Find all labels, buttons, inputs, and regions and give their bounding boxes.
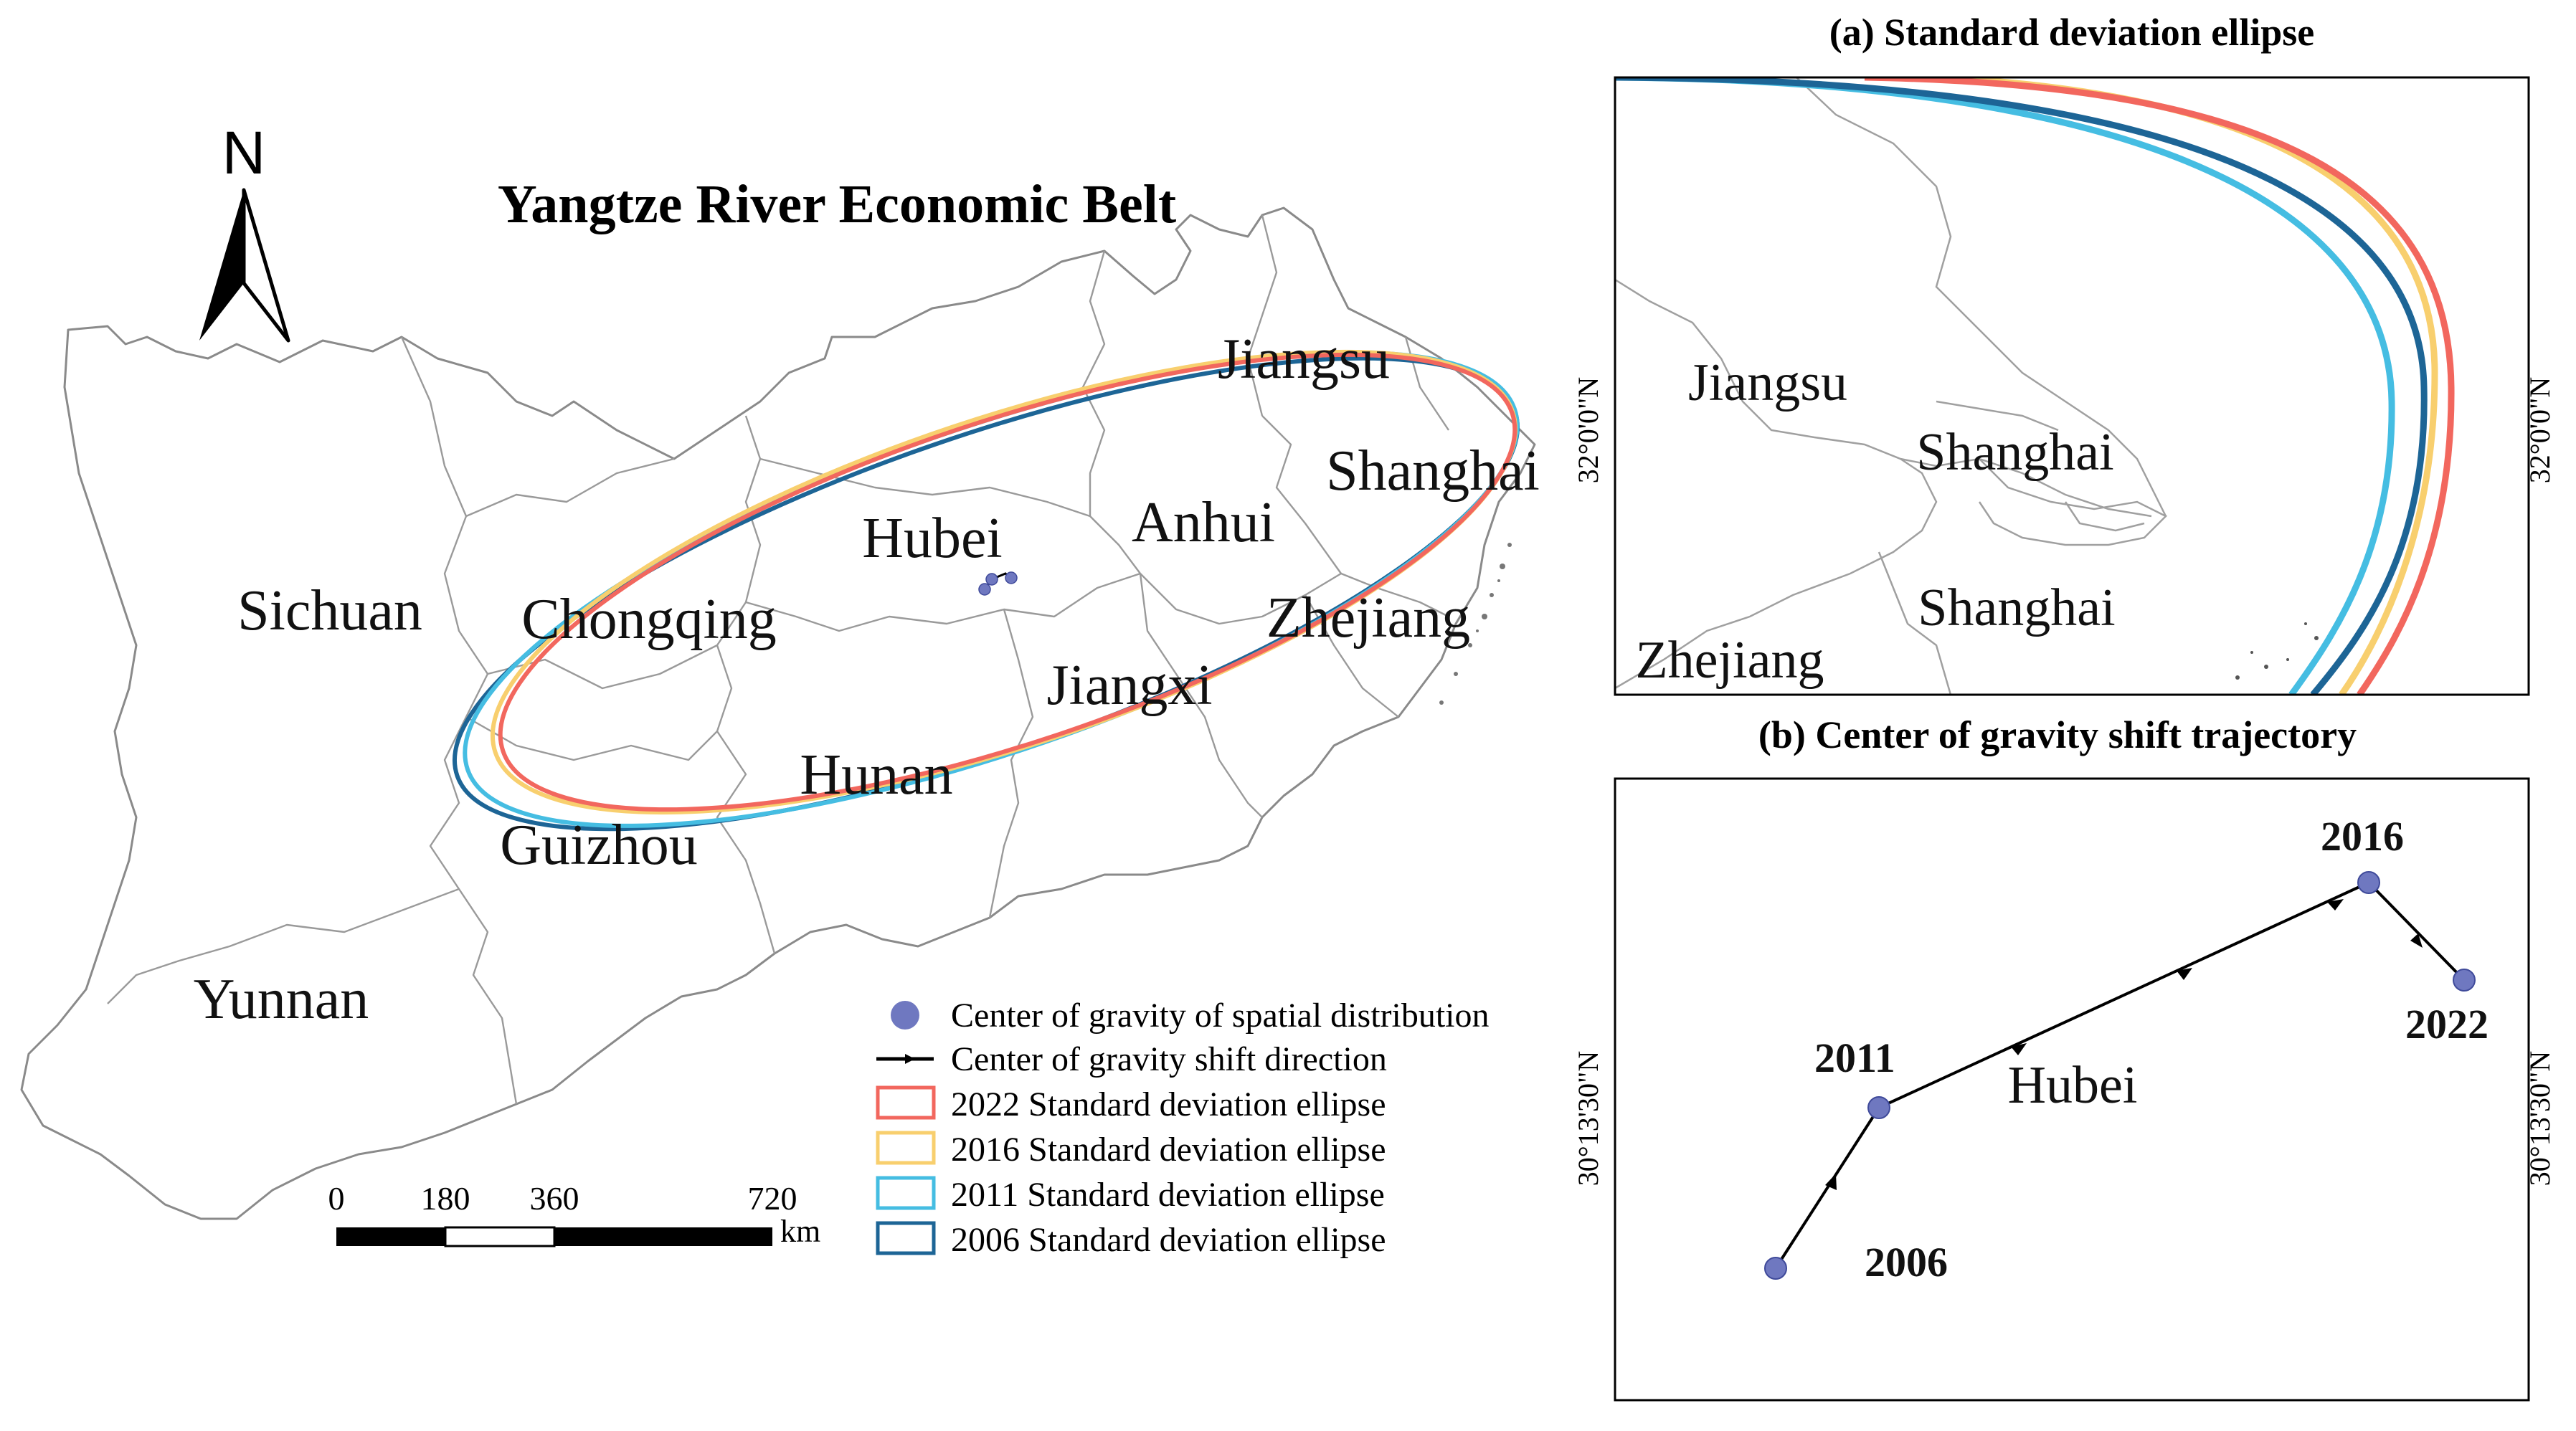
inset-a: (a) Standard deviation ellipse Jiangsu S… (1572, 11, 2556, 696)
scale-tick-360: 360 (530, 1180, 579, 1217)
ellipse-2022 (498, 352, 1517, 812)
inset-a-lat-right: 32°0'0"N (2524, 377, 2556, 483)
legend-label-2022: 2022 Standard deviation ellipse (951, 1085, 1386, 1123)
trajectory-line (1774, 880, 2466, 1270)
legend-shift-arrow-icon (905, 1054, 915, 1064)
legend-gravity-point-icon (891, 1001, 919, 1030)
main-map: Sichuan Yunnan Guizhou Chongqing Hubei H… (20, 119, 1540, 1259)
legend-label-2016: 2016 Standard deviation ellipse (951, 1131, 1386, 1169)
province-labels: Sichuan Yunnan Guizhou Chongqing Hubei H… (194, 328, 1540, 1031)
inset-a-labels: Jiangsu Shanghai Shanghai Zhejiang (1635, 353, 2115, 690)
belt-outline (20, 206, 1536, 1220)
label-anhui: Anhui (1132, 491, 1275, 554)
inset-a-title: (a) Standard deviation ellipse (1829, 11, 2315, 54)
scale-unit: km (780, 1214, 820, 1249)
gravity-point-2022 (2453, 969, 2476, 992)
label-jiangxi: Jiangxi (1046, 654, 1212, 717)
legend-label-gravity-point: Center of gravity of spatial distributio… (951, 997, 1490, 1035)
legend-label-shift-direction: Center of gravity shift direction (951, 1040, 1387, 1078)
inset-b-year-labels: 2006 2011 2016 2022 (1814, 813, 2489, 1285)
year-label-2022: 2022 (2405, 1001, 2489, 1047)
inset-a-lat-left: 32°0'0"N (1572, 377, 1604, 483)
inset-b: (b) Center of gravity shift trajectory 2… (1572, 713, 2556, 1402)
province-boundaries (107, 214, 1449, 1105)
main-gravity-cluster (978, 571, 1018, 596)
legend-label-2011: 2011 Standard deviation ellipse (951, 1176, 1385, 1214)
scale-tick-180: 180 (421, 1180, 470, 1217)
legend-2016-ellipse-icon (876, 1131, 936, 1165)
gravity-point-2011 (1867, 1096, 1890, 1119)
scale-tick-720: 720 (748, 1180, 797, 1217)
legend-label-2006: 2006 Standard deviation ellipse (951, 1221, 1386, 1259)
trajectory-direction-arrows (1825, 899, 2423, 1190)
main-ellipses (453, 349, 1520, 832)
inset-b-trajectory (1764, 871, 2476, 1280)
main-gravity-point (1005, 571, 1018, 584)
inset-arc-2006 (1615, 77, 2428, 695)
inset-b-label-hubei: Hubei (2008, 1056, 2138, 1115)
label-zhejiang: Zhejiang (1266, 586, 1470, 650)
label-yunnan: Yunnan (194, 968, 369, 1031)
inset-a-label-zhejiang: Zhejiang (1635, 631, 1824, 690)
legend: Center of gravity of spatial distributio… (876, 997, 1490, 1259)
label-hunan: Hunan (800, 743, 952, 807)
label-jiangsu: Jiangsu (1218, 328, 1390, 391)
inset-a-ellipse-arcs (1615, 77, 2455, 695)
legend-2022-ellipse-icon (876, 1085, 936, 1120)
label-guizhou: Guizhou (500, 814, 698, 877)
inset-a-coast-islands (2235, 622, 2319, 680)
year-label-2011: 2011 (1814, 1035, 1895, 1081)
label-sichuan: Sichuan (237, 579, 422, 642)
north-arrow: N (199, 119, 290, 343)
inset-a-label-shanghai-1: Shanghai (1916, 423, 2113, 482)
inset-b-lat-left: 30°13'30"N (1572, 1051, 1604, 1186)
coastline-islands (1439, 543, 1512, 705)
inset-arc-2011 (1615, 77, 2395, 695)
gravity-point-2016 (2357, 871, 2380, 894)
map-title: Yangtze River Economic Belt (498, 174, 1176, 234)
inset-a-label-shanghai-2: Shanghai (1918, 579, 2115, 637)
inset-a-boundaries (1615, 77, 2168, 695)
legend-2011-ellipse-icon (876, 1176, 936, 1210)
gravity-point-2006 (1764, 1257, 1787, 1280)
label-hubei: Hubei (862, 507, 1003, 570)
inset-a-label-jiangsu: Jiangsu (1688, 353, 1847, 412)
year-label-2006: 2006 (1865, 1239, 1948, 1285)
ellipse-2016 (490, 349, 1518, 815)
inset-arc-2022 (1864, 77, 2455, 695)
main-gravity-point (978, 583, 991, 596)
scale-bar: 0 180 360 720 km (328, 1180, 821, 1249)
inset-b-title: (b) Center of gravity shift trajectory (1758, 713, 2357, 756)
scale-tick-0: 0 (328, 1180, 345, 1217)
legend-2006-ellipse-icon (876, 1221, 936, 1255)
label-shanghai: Shanghai (1326, 439, 1540, 503)
year-label-2016: 2016 (2321, 813, 2404, 860)
main-gravity-point (985, 573, 998, 586)
inset-b-lat-right: 30°13'30"N (2524, 1051, 2556, 1186)
north-label: N (222, 119, 266, 186)
label-chongqing: Chongqing (521, 588, 777, 651)
